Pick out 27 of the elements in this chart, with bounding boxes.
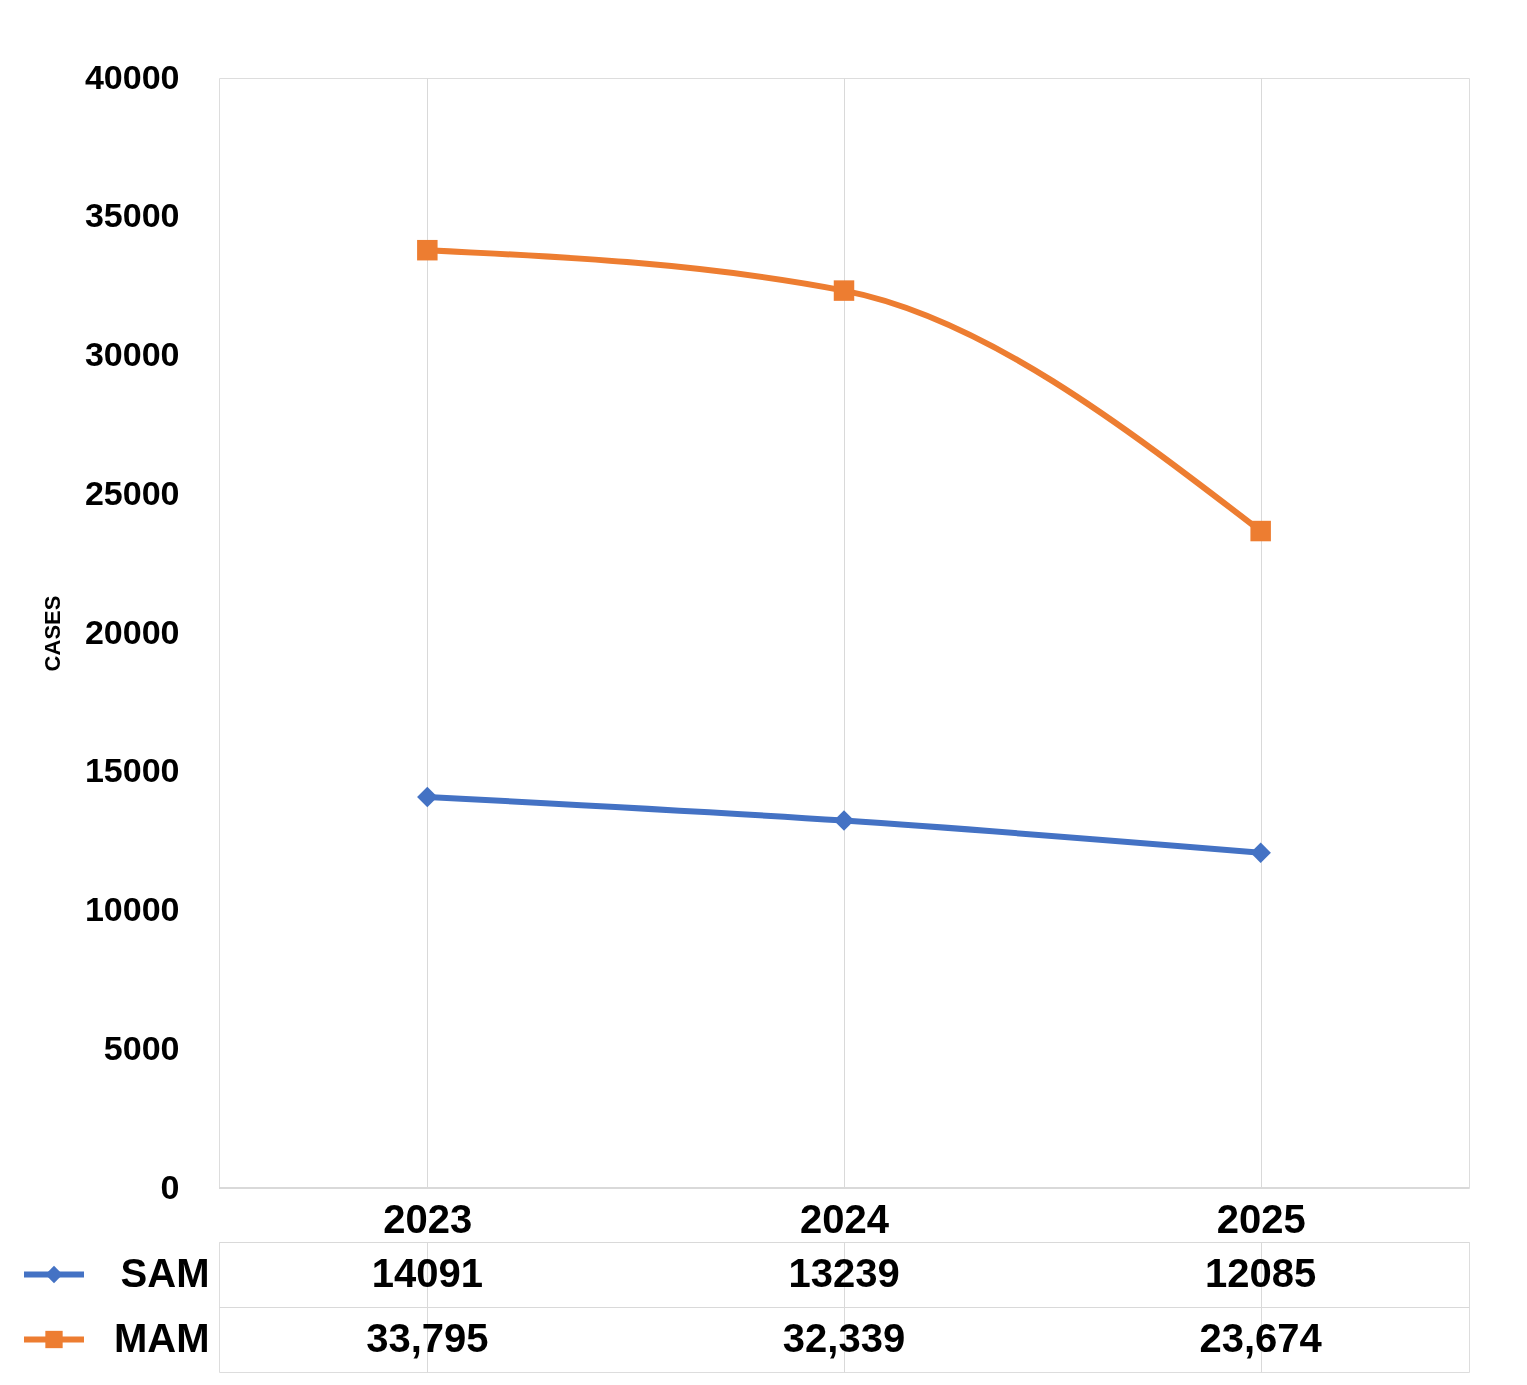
x-tick-label: 2023 <box>383 1196 473 1241</box>
y-tick-label: 40000 <box>84 57 180 96</box>
y-tick-label: 0 <box>160 1167 180 1206</box>
data-label: 32,339 <box>782 1315 906 1360</box>
x-tick-label: 2025 <box>1216 1196 1306 1241</box>
y-tick-label: 30000 <box>84 335 180 373</box>
legend-label: MAM <box>113 1315 210 1360</box>
y-tick-label: 15000 <box>84 751 180 790</box>
point <box>833 280 855 301</box>
data-label: 23,674 <box>1199 1315 1323 1360</box>
y-tick-label: 5000 <box>103 1028 180 1067</box>
x-tick-label: 2024 <box>800 1196 890 1241</box>
data-label: 13239 <box>788 1250 900 1295</box>
y-tick-label: 10000 <box>84 890 180 928</box>
y-tick-label: 20000 <box>84 612 180 651</box>
data-label: 33,795 <box>366 1315 489 1360</box>
point <box>417 239 438 261</box>
point <box>833 810 855 831</box>
y-axis-title: CASES <box>39 595 65 672</box>
data-label: 14091 <box>371 1250 483 1295</box>
point <box>1250 520 1271 542</box>
point <box>1250 842 1271 863</box>
y-tick-label: 25000 <box>84 473 180 512</box>
legend-label: SAM <box>120 1250 210 1295</box>
point <box>417 786 438 808</box>
data-label: 12085 <box>1205 1250 1317 1295</box>
y-tick-label: 35000 <box>84 196 180 235</box>
